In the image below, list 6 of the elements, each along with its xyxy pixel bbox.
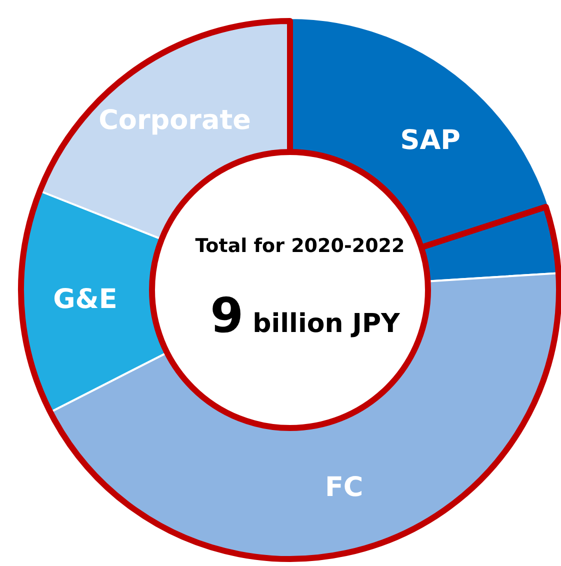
slice-label: Corporate — [98, 104, 251, 136]
text: Total for 2020-2022 — [195, 235, 405, 257]
slice-label: FC — [324, 472, 364, 504]
slice-label: SAP — [400, 125, 460, 156]
slice-label: G&E — [53, 284, 118, 316]
text: 9 billion JPY — [210, 288, 402, 344]
